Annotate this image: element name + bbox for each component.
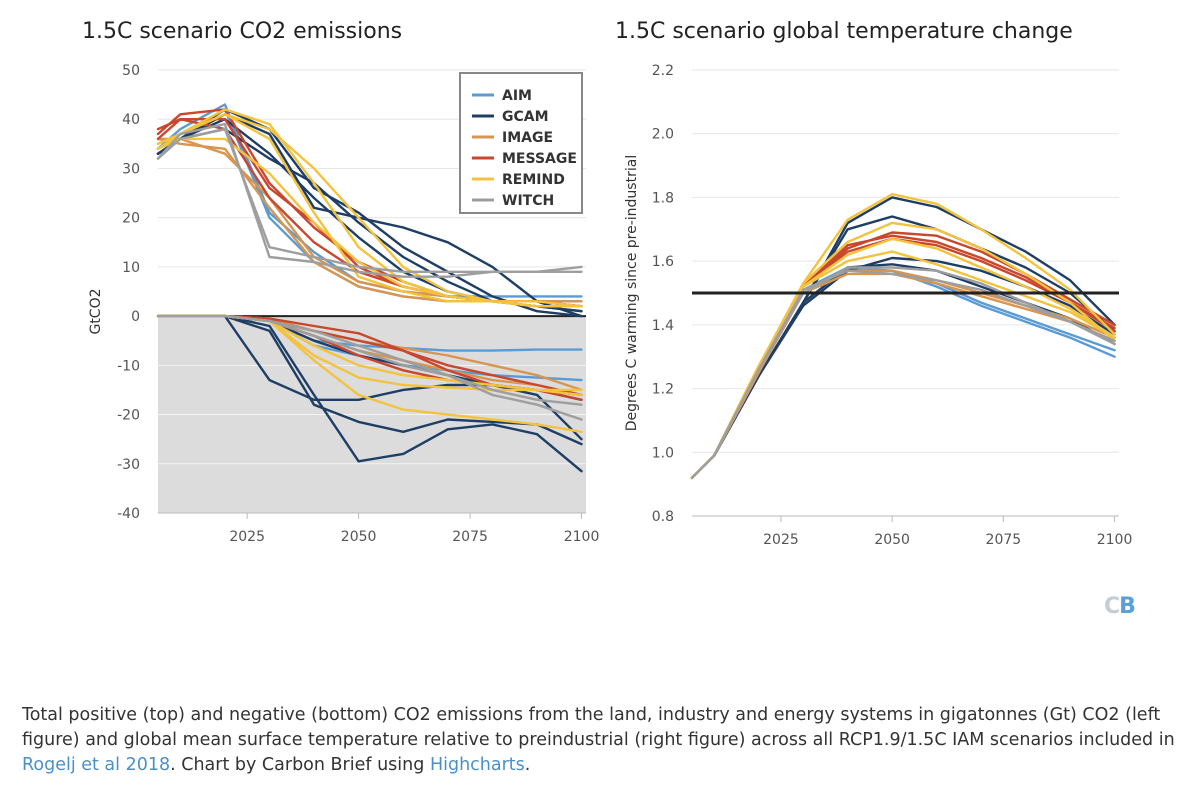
emissions-title: 1.5C scenario CO2 emissions bbox=[82, 19, 402, 44]
series-line-remind bbox=[690, 250, 1116, 479]
x-tick-label: 2075 bbox=[986, 532, 1022, 548]
y-tick-label: 2.2 bbox=[652, 63, 674, 79]
y-tick-label: 0 bbox=[131, 309, 140, 325]
legend-label-message: MESSAGE bbox=[502, 151, 577, 167]
emissions-chart: 1.5C scenario CO2 emissions 50 40 30 20 10 0 -1… bbox=[82, 19, 599, 545]
temperature-chart: 1.5C scenario global temperature change 2… bbox=[615, 19, 1132, 548]
y-tick-label: -40 bbox=[117, 506, 140, 522]
legend-label-image: IMAGE bbox=[502, 130, 553, 146]
y-tick-label: -10 bbox=[117, 358, 140, 374]
y-tick-label: 30 bbox=[122, 161, 140, 177]
y-tick-label: 1.2 bbox=[652, 382, 674, 398]
figure-caption: Total positive (top) and negative (botto… bbox=[22, 703, 1187, 778]
series-line-witch bbox=[156, 127, 583, 273]
y-tick-label: 1.0 bbox=[652, 445, 674, 461]
legend: AIM GCAM IMAGE MESSAGE REMIND WITCH bbox=[459, 72, 583, 214]
y-tick-label: -20 bbox=[117, 408, 140, 424]
caption-text-1: Total positive (top) and negative (botto… bbox=[22, 705, 1175, 750]
y-tick-label: -30 bbox=[117, 457, 140, 473]
series-line-remind bbox=[156, 137, 583, 308]
x-tick-label: 2025 bbox=[229, 529, 265, 545]
y-tick-label: 1.4 bbox=[652, 318, 674, 334]
temperature-y-axis-label: Degrees C warming since pre-industrial bbox=[624, 155, 640, 431]
legend-label-witch: WITCH bbox=[502, 193, 554, 209]
highcharts-link[interactable]: Highcharts bbox=[429, 755, 525, 775]
caption-text-3: . bbox=[524, 755, 531, 775]
legend-label-gcam: GCAM bbox=[502, 109, 549, 125]
x-tick-label: 2050 bbox=[341, 529, 377, 545]
legend-label-aim: AIM bbox=[502, 88, 532, 104]
x-tick-label: 2100 bbox=[564, 529, 600, 545]
y-tick-label: 10 bbox=[122, 260, 140, 276]
y-tick-label: 50 bbox=[122, 63, 140, 79]
y-tick-label: 20 bbox=[122, 211, 140, 227]
y-tick-label: 1.8 bbox=[652, 190, 674, 206]
y-tick-label: 40 bbox=[122, 112, 140, 128]
x-tick-label: 2025 bbox=[763, 532, 799, 548]
y-tick-label: 0.8 bbox=[652, 509, 674, 525]
temperature-title: 1.5C scenario global temperature change bbox=[615, 19, 1073, 44]
rogelj-link[interactable]: Rogelj et al 2018 bbox=[22, 755, 171, 775]
emissions-y-axis-label: GtCO2 bbox=[88, 288, 104, 334]
carbon-brief-logo: CB bbox=[1104, 594, 1136, 619]
series-line-remind bbox=[156, 113, 583, 308]
series-line-witch bbox=[156, 314, 583, 406]
x-tick-label: 2050 bbox=[874, 532, 910, 548]
x-tick-label: 2100 bbox=[1097, 532, 1133, 548]
y-tick-label: 1.6 bbox=[652, 254, 674, 270]
y-tick-label: 2.0 bbox=[652, 127, 674, 143]
legend-label-remind: REMIND bbox=[502, 172, 565, 188]
x-tick-label: 2075 bbox=[452, 529, 488, 545]
charts-canvas: 1.5C scenario CO2 emissions 50 40 30 20 10 0 -1… bbox=[82, 19, 1132, 548]
series-line-witch bbox=[690, 269, 1116, 479]
caption-text-2: . Chart by Carbon Brief using bbox=[170, 755, 430, 775]
